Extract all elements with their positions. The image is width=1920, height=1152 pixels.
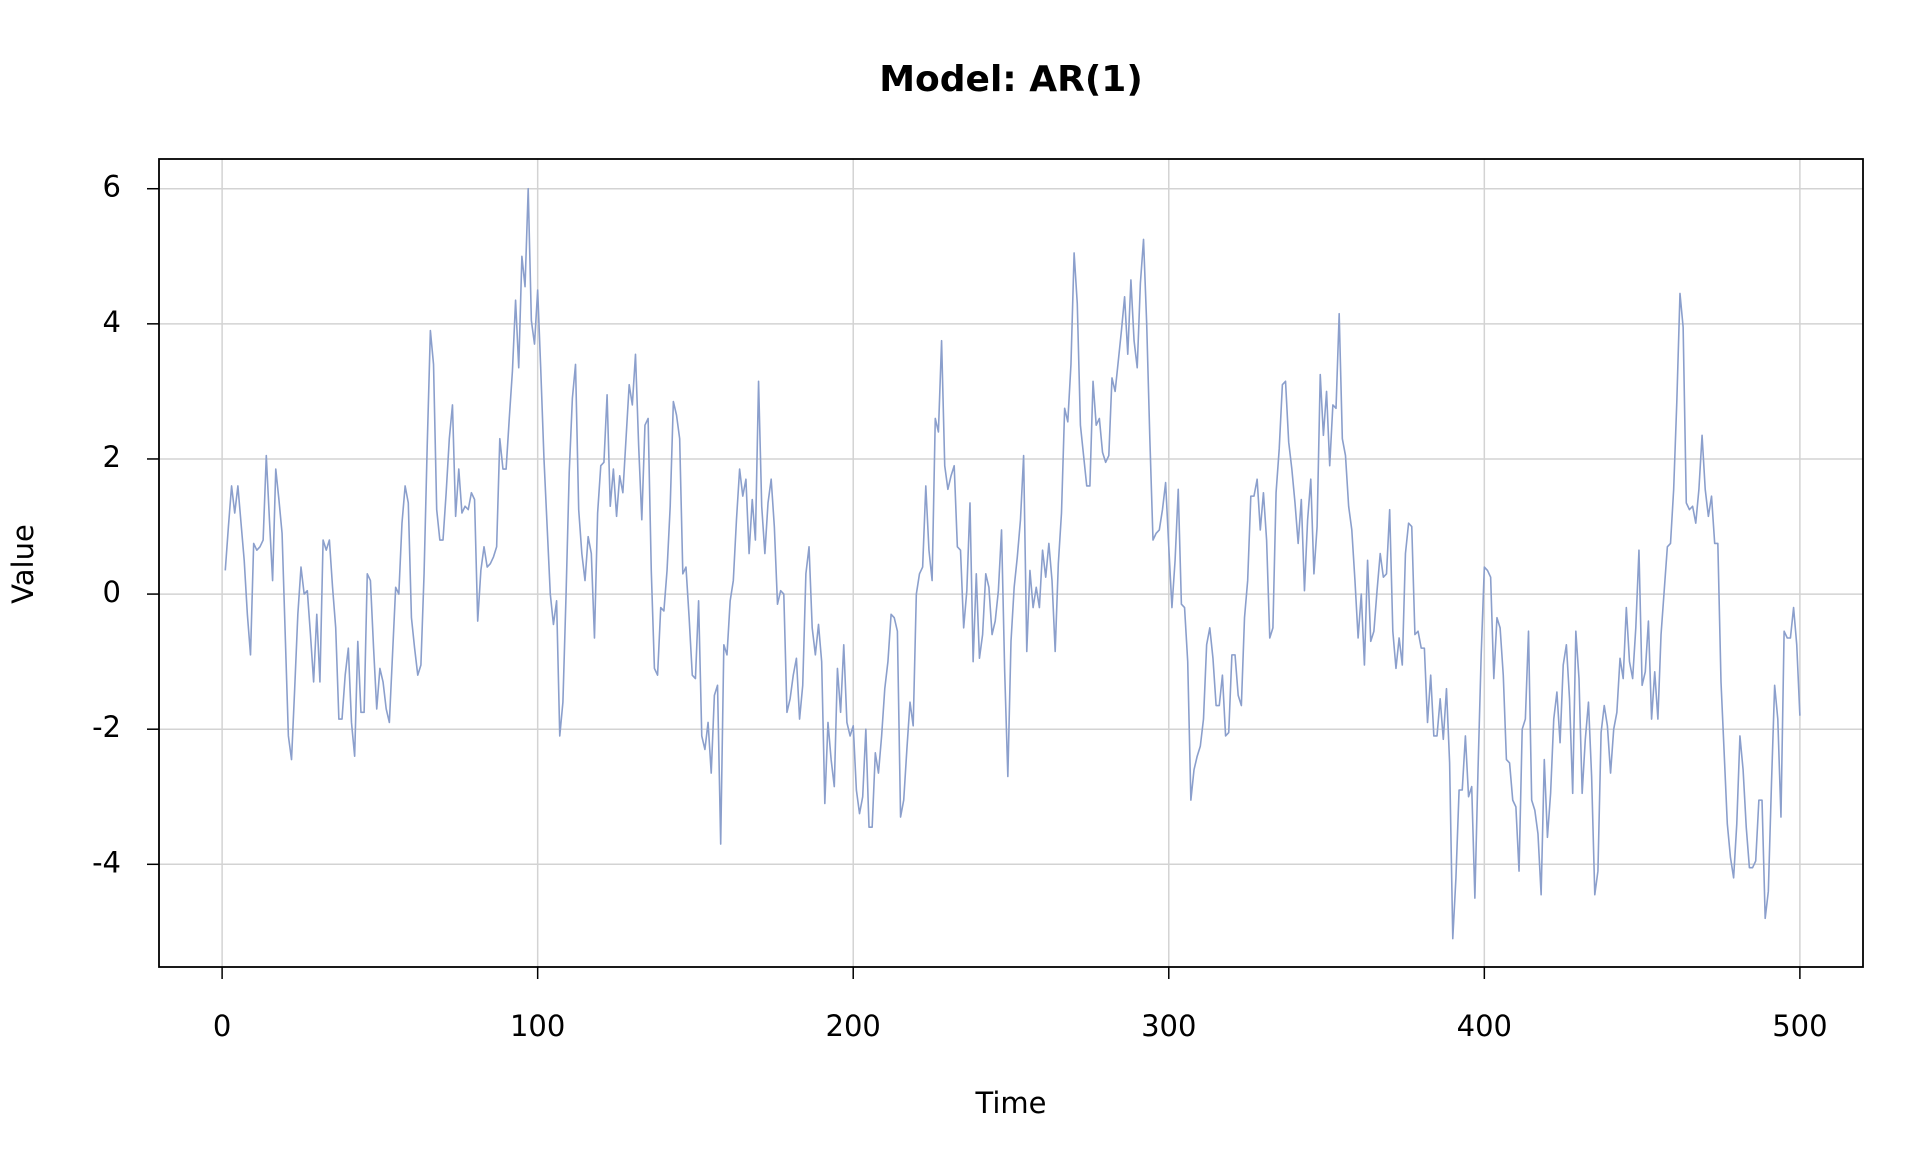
chart-title: Model: AR(1) — [879, 59, 1143, 100]
x-tick-label: 0 — [213, 1009, 231, 1043]
y-tick-label: -4 — [92, 845, 121, 879]
series-line — [224, 187, 1801, 940]
x-tick-label: 100 — [510, 1009, 565, 1043]
x-axis-label: Time — [975, 1086, 1047, 1120]
y-axis-label: Value — [6, 524, 40, 604]
y-tick-label: 4 — [103, 305, 121, 339]
x-tick-label: 400 — [1457, 1009, 1512, 1043]
y-tick-label: 6 — [103, 170, 121, 204]
x-tick-label: 300 — [1141, 1009, 1196, 1043]
plot-frame — [158, 158, 1864, 968]
x-tick-label: 500 — [1772, 1009, 1827, 1043]
y-tick-label: 0 — [103, 575, 121, 609]
y-tick-label: -2 — [92, 710, 121, 744]
y-tick-label: 2 — [103, 440, 121, 474]
x-tick-label: 200 — [826, 1009, 881, 1043]
